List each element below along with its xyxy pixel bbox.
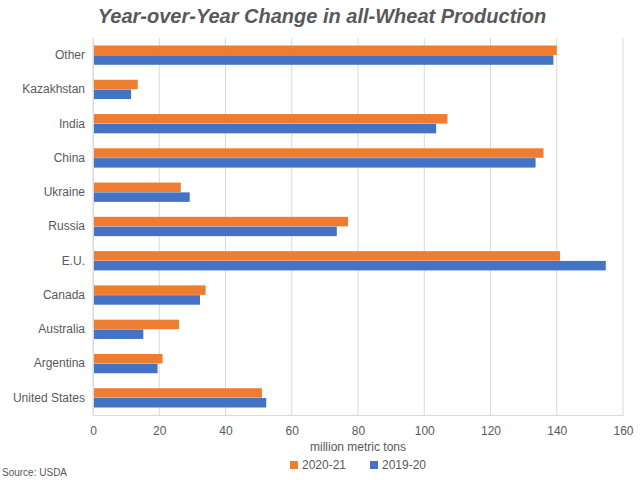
tick-label: 100	[415, 424, 435, 438]
tick: Ukraine	[44, 185, 93, 199]
grid-line	[93, 38, 94, 415]
chart: Year-over-Year Change in all-Wheat Produ…	[0, 0, 640, 480]
tick: 140	[547, 415, 567, 438]
series	[93, 55, 606, 407]
bar	[93, 124, 436, 133]
legend-item: 2019-20	[370, 458, 426, 472]
axis-line	[93, 39, 94, 416]
tick-label: 60	[286, 424, 300, 438]
tick: Russia	[48, 219, 93, 233]
tick: Other	[55, 48, 93, 62]
category-label: China	[54, 151, 86, 165]
bar	[93, 183, 181, 192]
axis-line	[94, 415, 624, 416]
tick: 60	[286, 415, 300, 438]
tick: E.U.	[62, 254, 93, 268]
tick-label: 80	[352, 424, 366, 438]
category-label: India	[59, 117, 85, 131]
bar	[93, 261, 606, 270]
y-axis: Other Kazakhstan India China Ukraine Russia E.…	[13, 39, 94, 416]
bar	[93, 364, 158, 373]
tick: 0	[90, 415, 97, 438]
plot-area: 0 20 40 60 80 100 120 140 160 Other Kazakhstan Indi…	[13, 38, 634, 438]
category-label: United States	[13, 391, 85, 405]
tick: Canada	[43, 288, 93, 302]
category-label: Other	[55, 48, 85, 62]
tick-label: 160	[613, 424, 633, 438]
series	[93, 45, 560, 397]
bar	[93, 285, 206, 294]
tick-label: 120	[481, 424, 501, 438]
bars	[93, 45, 606, 407]
category-label: Argentina	[34, 356, 86, 370]
tick: 100	[415, 415, 435, 438]
tick-label: 20	[153, 424, 167, 438]
bar	[93, 192, 190, 201]
grid	[93, 38, 623, 415]
bar	[93, 251, 560, 260]
bar	[93, 158, 536, 167]
tick: Australia	[38, 322, 93, 336]
legend: 2020-21 2019-20	[290, 458, 426, 472]
x-axis-label: million metric tons	[310, 440, 406, 454]
tick: Kazakhstan	[22, 82, 93, 96]
bar	[93, 295, 200, 304]
bar	[93, 80, 138, 89]
tick: 80	[352, 415, 366, 438]
tick: 40	[219, 415, 233, 438]
tick-label: 0	[90, 424, 97, 438]
grid-line	[556, 38, 557, 415]
title: Year-over-Year Change in all-Wheat Produ…	[98, 5, 547, 27]
category-label: Australia	[38, 322, 85, 336]
x-axis: 0 20 40 60 80 100 120 140 160	[90, 415, 634, 438]
bar	[93, 329, 143, 338]
tick: India	[59, 117, 93, 131]
tick: 160	[613, 415, 633, 438]
bar	[93, 354, 163, 363]
tick: United States	[13, 391, 93, 405]
grid-line	[623, 38, 624, 415]
tick: Argentina	[34, 356, 93, 370]
tick: China	[54, 151, 93, 165]
bar	[93, 90, 131, 99]
bar	[93, 148, 544, 157]
grid-line	[490, 38, 491, 415]
category-label: E.U.	[62, 254, 85, 268]
category-label: Ukraine	[44, 185, 86, 199]
legend-item: 2020-21	[290, 458, 346, 472]
bar	[93, 217, 348, 226]
bar	[93, 227, 337, 236]
category-label: Kazakhstan	[22, 82, 85, 96]
grid-line	[291, 38, 292, 415]
tick: 20	[153, 415, 167, 438]
legend-swatch	[370, 461, 378, 469]
bar	[93, 320, 179, 329]
tick-label: 140	[547, 424, 567, 438]
category-label: Russia	[48, 219, 85, 233]
bar	[93, 388, 262, 397]
category-label: Canada	[43, 288, 85, 302]
bar	[93, 45, 557, 54]
bar	[93, 114, 447, 123]
bar	[93, 55, 553, 64]
source: Source: USDA	[2, 467, 67, 478]
legend-label: 2019-20	[382, 458, 426, 472]
legend-swatch	[290, 461, 298, 469]
grid-line	[225, 38, 226, 415]
grid-line	[424, 38, 425, 415]
legend-label: 2020-21	[302, 458, 346, 472]
tick-label: 40	[219, 424, 233, 438]
bar	[93, 398, 266, 407]
grid-line	[358, 38, 359, 415]
tick: 120	[481, 415, 501, 438]
